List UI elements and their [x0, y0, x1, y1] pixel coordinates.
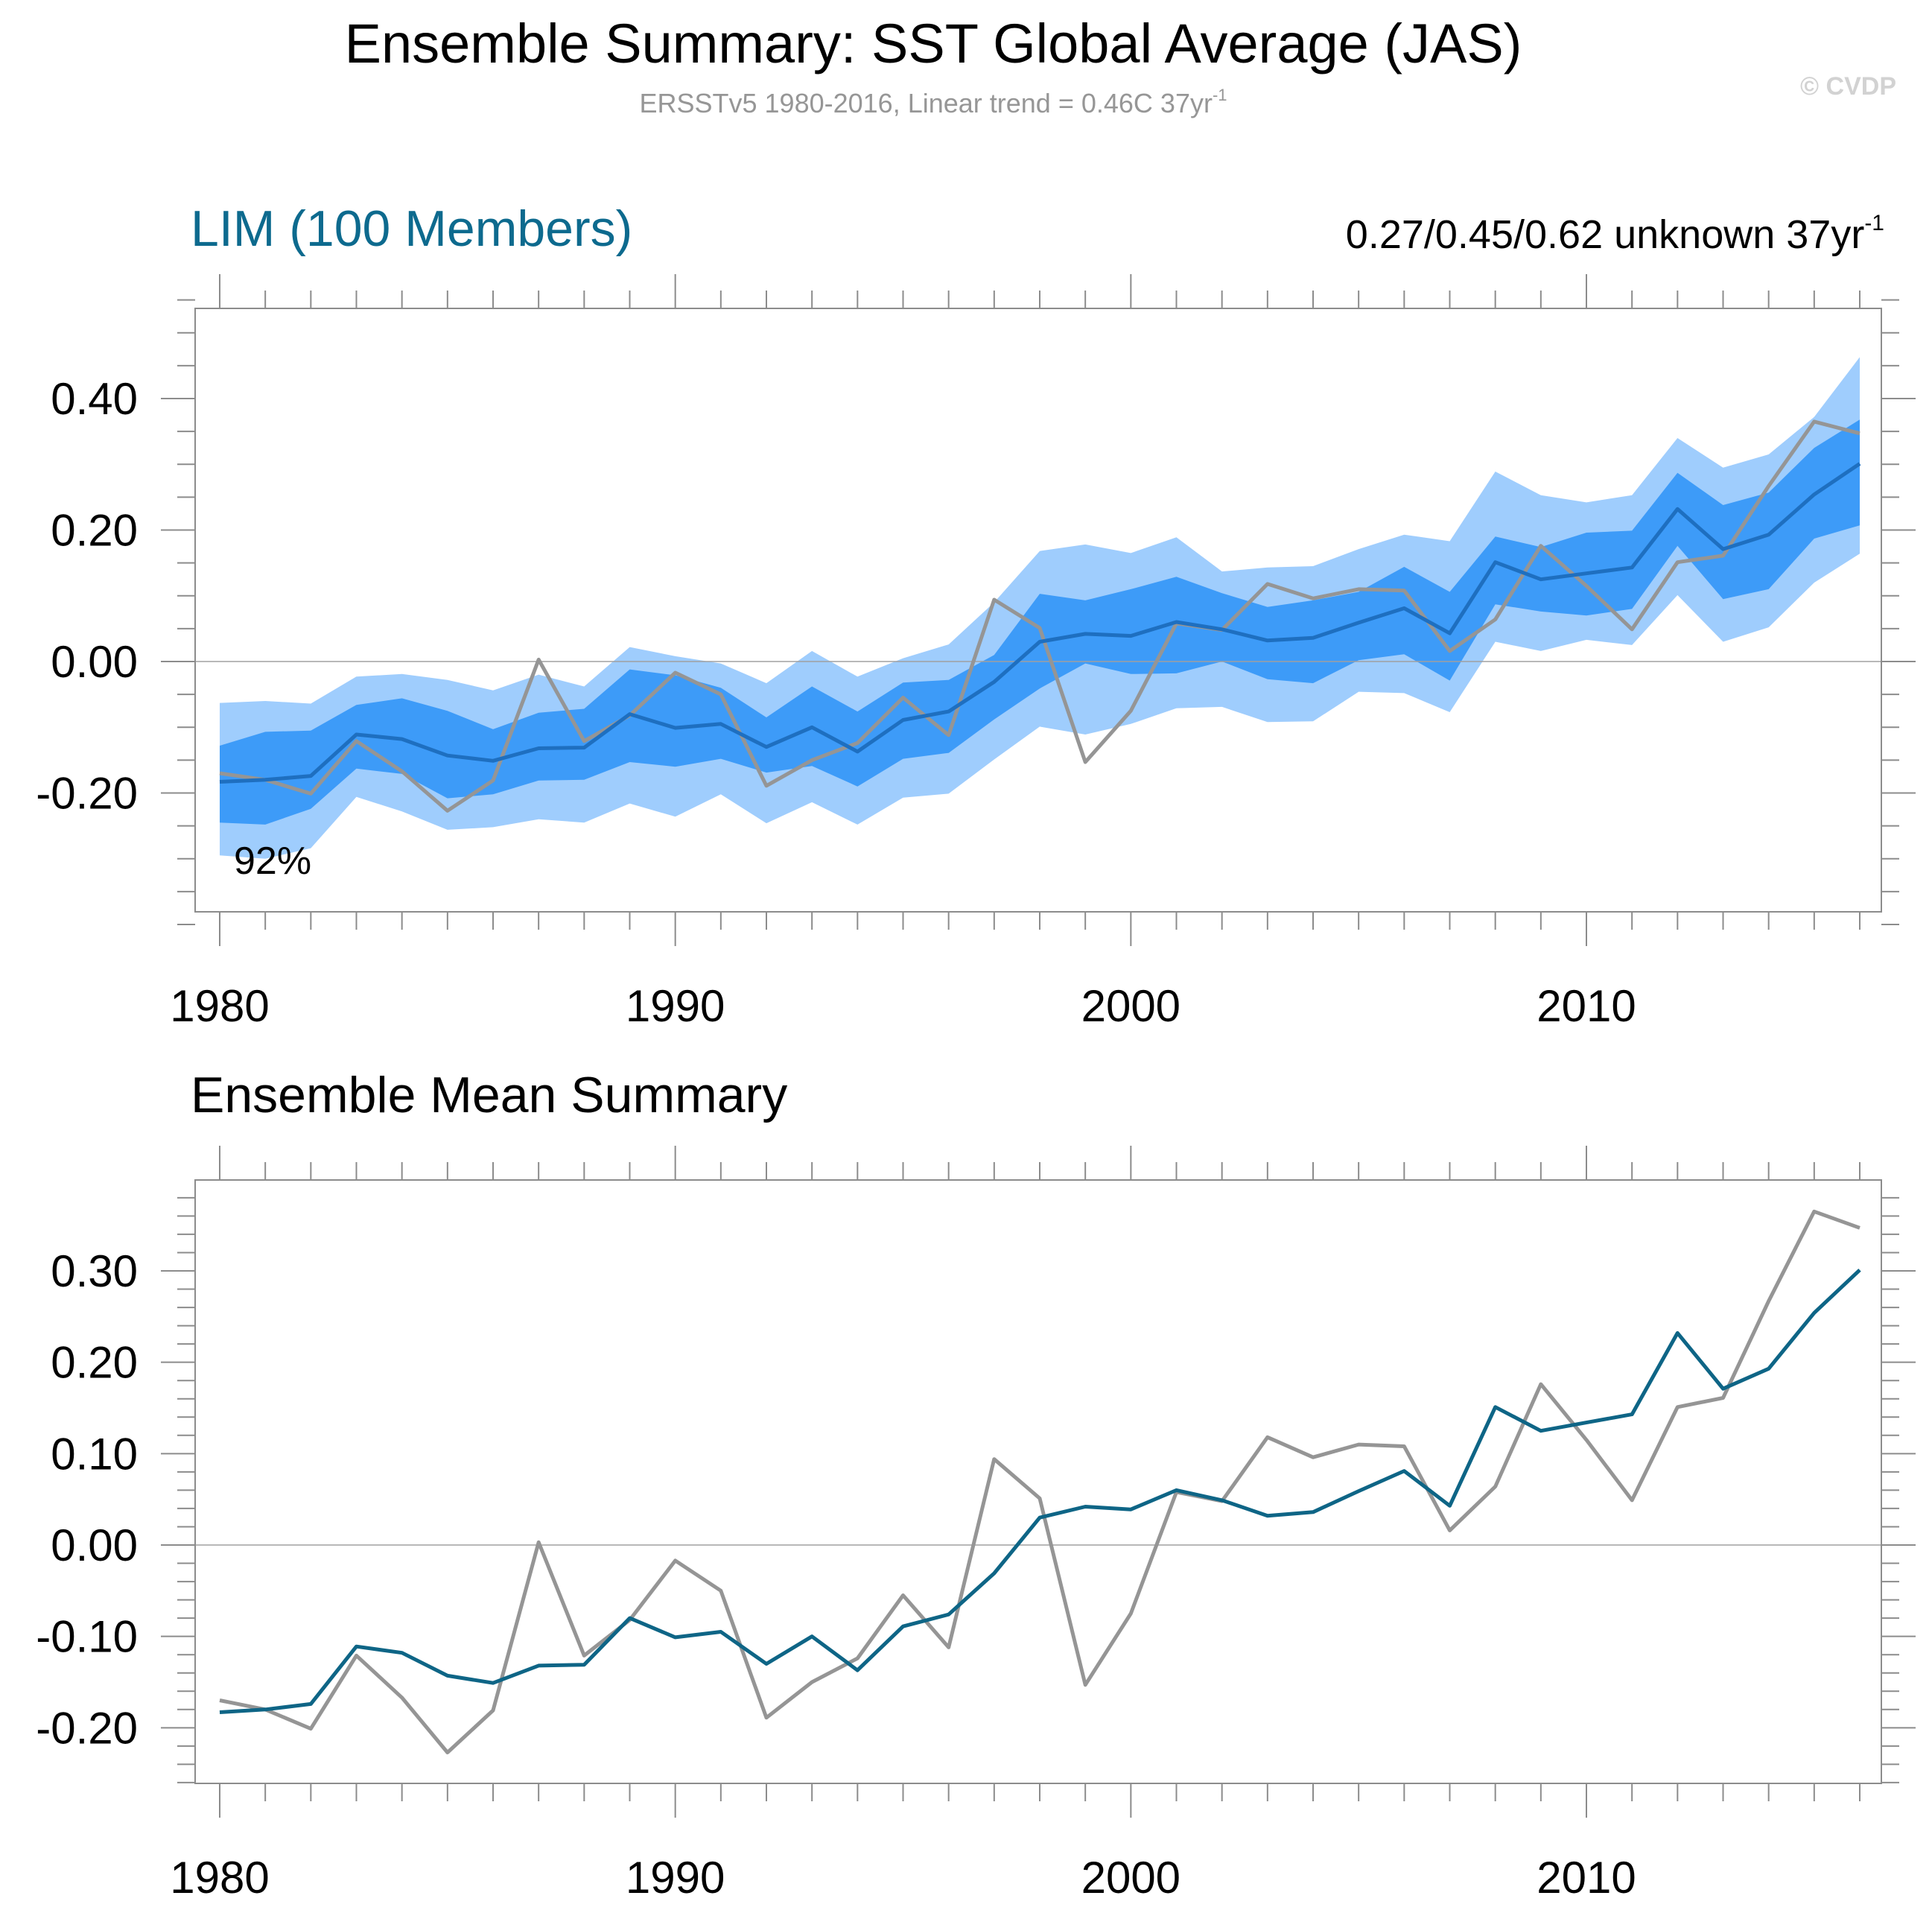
x-tick-label: 1990: [626, 981, 725, 1031]
panel1-percent-annotation: 92%: [234, 840, 311, 883]
x-tick-label: 2000: [1081, 981, 1181, 1031]
x-tick-label: 2000: [1081, 1853, 1181, 1903]
panel2-title: Ensemble Mean Summary: [191, 1067, 787, 1123]
panel2-axes: 1980 1990 2000 2010 -0.20 -0.10 0.00 0.10 0.20 0.…: [36, 1146, 1916, 1903]
y-tick-label: 0.20: [51, 1338, 138, 1388]
x-tick-label: 1990: [626, 1853, 725, 1903]
ensemble-mean-panel: Ensemble Mean Summary 1980 1990 2000 2010 -0…: [36, 1067, 1916, 1903]
panel2-frame: [194, 1179, 1882, 1784]
panel1-axes: 1980 1990 2000 2010 -0.20 0.00 0.20 0.40: [36, 274, 1916, 1031]
x-tick-label: 1980: [170, 981, 269, 1031]
panel1-frame: [194, 308, 1882, 913]
cvdp-watermark: © CVDP: [1800, 72, 1896, 101]
panel1-trend-text: 0.27/0.45/0.62 unknown 37yr: [1346, 212, 1865, 257]
panel1-trend-sup: -1: [1864, 211, 1884, 235]
inner-spread-band: [220, 419, 1860, 825]
x-tick-label: 2010: [1537, 1853, 1636, 1903]
figure-title: Ensemble Summary: SST Global Average (JA…: [345, 13, 1522, 74]
observed-line: [219, 1209, 1860, 1754]
y-tick-label: -0.10: [36, 1612, 138, 1662]
y-tick-label: 0.20: [51, 506, 138, 556]
ensemble-mean-line: [219, 462, 1861, 784]
panel1-trend-label: 0.27/0.45/0.62 unknown 37yr-1: [1346, 211, 1884, 257]
figure-subtitle: ERSSTv5 1980-2016, Linear trend = 0.46C …: [639, 86, 1227, 118]
observed-line: [219, 419, 1860, 813]
y-tick-label: 0.30: [51, 1246, 138, 1296]
y-tick-label: -0.20: [36, 1703, 138, 1753]
ensemble-spread-panel: LIM (100 Members) 0.27/0.45/0.62 unknown…: [36, 200, 1916, 1031]
x-tick-label: 1980: [170, 1853, 269, 1903]
x-tick-label: 2010: [1537, 981, 1636, 1031]
panel2-plot-area: [195, 1209, 1881, 1754]
ensemble-mean-line: [219, 1268, 1861, 1714]
panel1-title: LIM (100 Members): [191, 200, 632, 257]
y-tick-label: 0.40: [51, 374, 138, 424]
y-tick-label: 0.00: [51, 637, 138, 687]
figure-subtitle-sup: -1: [1213, 86, 1227, 104]
panel1-plot-area: [195, 357, 1881, 859]
y-tick-label: 0.00: [51, 1520, 138, 1570]
y-tick-label: -0.20: [36, 769, 138, 819]
y-tick-label: 0.10: [51, 1429, 138, 1479]
figure-subtitle-text: ERSSTv5 1980-2016, Linear trend = 0.46C …: [639, 88, 1212, 118]
